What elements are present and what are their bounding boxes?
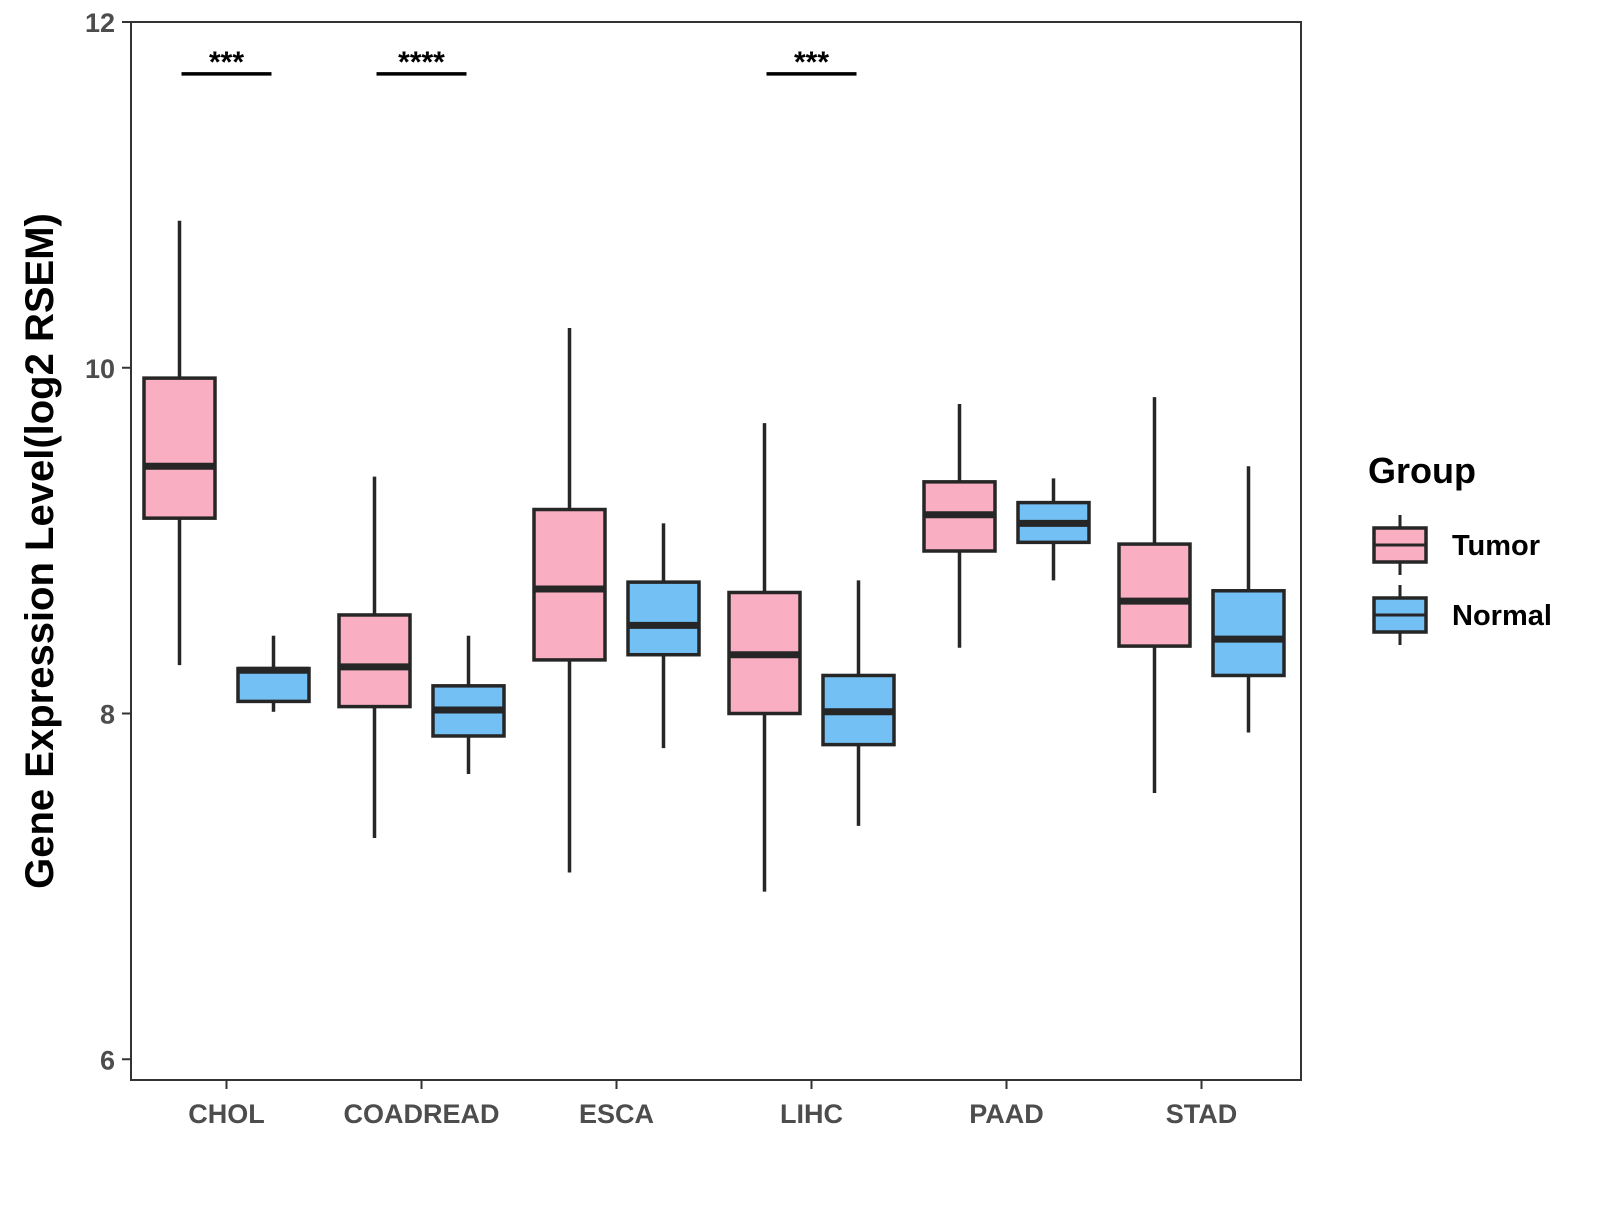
box-normal-stad xyxy=(1211,589,1286,678)
significance-label-chol: *** xyxy=(209,46,244,79)
x-tick-label: PAAD xyxy=(969,1099,1044,1129)
y-tick-label: 12 xyxy=(85,8,115,38)
box-tumor-coadread xyxy=(337,613,412,709)
y-axis-title: Gene Expression Level(log2 RSEM) xyxy=(18,213,62,889)
significance-label-coadread: **** xyxy=(398,46,445,79)
legend-label-normal: Normal xyxy=(1452,600,1552,632)
significance-label-lihc: *** xyxy=(794,46,829,79)
box-tumor-stad xyxy=(1117,542,1192,648)
plot-panel-border xyxy=(130,21,1302,1081)
x-tick-label: COADREAD xyxy=(343,1099,499,1129)
x-tick-label: CHOL xyxy=(188,1099,265,1129)
legend-title: Group xyxy=(1368,450,1476,491)
box-tumor-esca xyxy=(532,507,607,662)
legend-label-tumor: Tumor xyxy=(1452,530,1540,562)
x-tick-label: STAD xyxy=(1166,1099,1238,1129)
box-normal-esca xyxy=(626,580,701,657)
box-tumor-chol xyxy=(142,376,217,520)
y-tick-label: 6 xyxy=(100,1045,115,1075)
box-normal-chol xyxy=(236,666,311,704)
y-tick-label: 10 xyxy=(85,354,115,384)
x-tick-label: LIHC xyxy=(780,1099,843,1129)
x-tick-label: ESCA xyxy=(579,1099,654,1129)
y-tick-label: 8 xyxy=(100,700,115,730)
